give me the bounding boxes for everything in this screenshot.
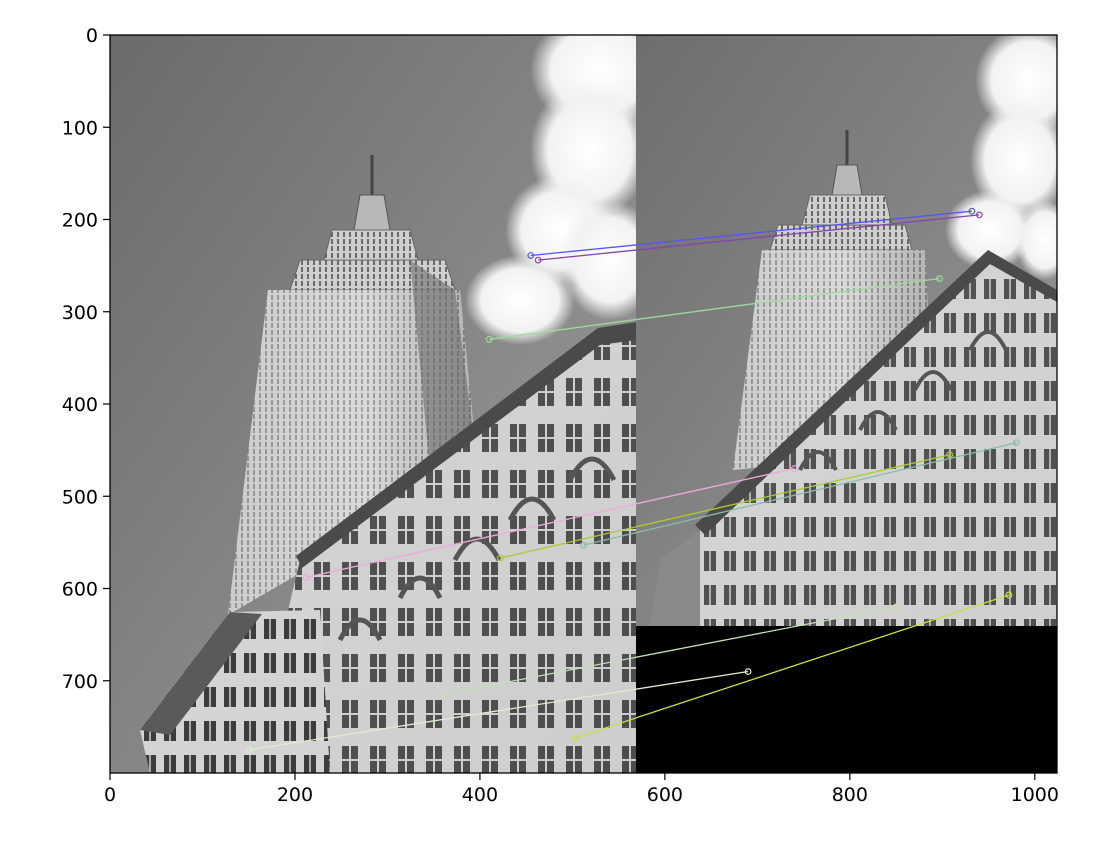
y-tick-label-600: 600 [62, 579, 98, 601]
right-photo [636, 35, 1057, 626]
y-tick-label-100: 100 [62, 117, 98, 139]
keypoint-0a [527, 252, 535, 259]
keypoint-6b [1005, 591, 1013, 599]
match-line-7 [248, 670, 749, 751]
keypoint-7a [245, 746, 253, 754]
match-line-5 [583, 442, 1017, 546]
keypoint-1b [975, 211, 983, 219]
y-tick-label-200: 200 [62, 210, 98, 232]
y-tick-label-400: 400 [62, 394, 98, 416]
match-line-3 [305, 467, 795, 579]
y-axis: 0 100 200 300 400 500 600 700 [62, 25, 110, 693]
keypoint-8a [439, 691, 447, 698]
padding-region [636, 626, 1057, 773]
x-tick-label-600: 600 [647, 784, 683, 806]
match-line-4 [500, 454, 950, 559]
keypoint-5a [580, 541, 587, 549]
x-tick-label-200: 200 [277, 784, 313, 806]
match-line-8 [442, 606, 897, 696]
match-line-2 [489, 277, 940, 341]
x-tick-label-1000: 1000 [1011, 784, 1059, 806]
building-right [650, 250, 1057, 626]
x-tick-label-400: 400 [462, 784, 498, 806]
y-tick-label-300: 300 [62, 302, 98, 324]
y-tick-label-700: 700 [62, 671, 98, 693]
left-photo [110, 35, 636, 773]
cloud-right [945, 35, 1057, 280]
keypoint-0b [968, 207, 976, 215]
x-axis: 0 200 400 600 800 1000 [104, 773, 1059, 806]
x-tick-label-800: 800 [832, 784, 868, 806]
y-tick-label-0: 0 [86, 25, 98, 47]
keypoint-7b [744, 668, 752, 675]
keypoint-1a [534, 256, 542, 264]
keypoint-3a [302, 574, 310, 581]
keypoint-2a [485, 336, 493, 343]
cloud-left [465, 35, 636, 345]
match-line-0 [530, 210, 972, 257]
x-tick-label-0: 0 [104, 784, 116, 806]
keypoint-3b [790, 465, 798, 472]
keypoint-4a [496, 554, 504, 562]
building-left [140, 322, 636, 773]
tower-left [228, 155, 478, 615]
y-tick-label-500: 500 [62, 486, 98, 508]
keypoint-5b [1012, 439, 1020, 447]
match-line-1 [538, 214, 980, 261]
keypoint-2b [936, 275, 943, 282]
keypoint-6a [571, 734, 579, 742]
match-line-6 [574, 594, 1010, 739]
feature-matches [245, 207, 1020, 754]
keypoint-8b [892, 603, 900, 611]
keypoint-4b [946, 451, 954, 459]
